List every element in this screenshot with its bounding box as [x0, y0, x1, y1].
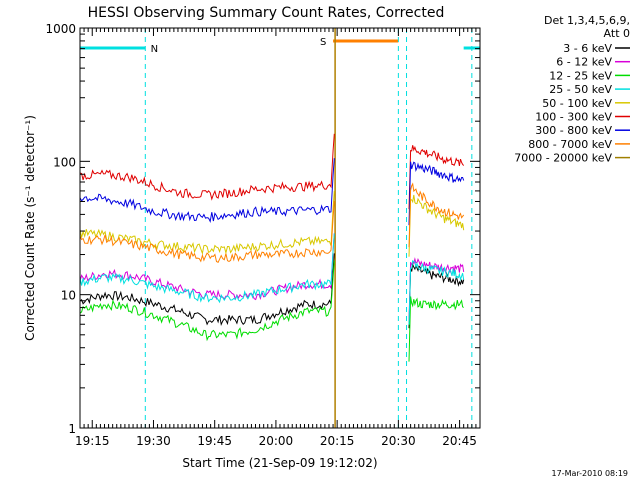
- legend-label: 300 - 800 keV: [535, 124, 612, 137]
- legend-header-2: Att 0: [604, 27, 630, 40]
- series-line-pre: [79, 253, 335, 327]
- legend-label: 100 - 300 keV: [535, 111, 612, 124]
- flag-label-s: S: [320, 37, 326, 48]
- y-axis: 1 10 100 1000: [45, 22, 480, 436]
- y-tick-label: 1000: [45, 22, 76, 36]
- x-tick-label: 19:15: [75, 434, 110, 448]
- legend-label: 25 - 50 keV: [549, 83, 612, 96]
- series-line-pre: [79, 133, 335, 201]
- series-line-post: [408, 145, 465, 210]
- legend-label: 3 - 6 keV: [563, 42, 612, 55]
- y-tick-label: 100: [53, 155, 76, 169]
- x-tick-label: 19:45: [197, 434, 232, 448]
- x-tick-label: 19:30: [136, 434, 171, 448]
- y-tick-label: 10: [61, 289, 76, 303]
- y-axis-label: Corrected Count Rate (s⁻¹ detector⁻¹): [23, 115, 37, 341]
- series-line-pre: [79, 233, 335, 304]
- series-line-post: [408, 194, 465, 257]
- series-line-pre: [79, 190, 335, 256]
- x-tick-label: 20:30: [381, 434, 416, 448]
- series-line-post: [408, 260, 465, 325]
- legend-label: 800 - 7000 keV: [528, 138, 612, 151]
- flag-label-n: N: [151, 44, 158, 55]
- series-line-post: [408, 182, 465, 248]
- plot-frame: [79, 27, 481, 429]
- series-line-pre: [79, 260, 335, 342]
- x-axis-label: Start Time (21-Sep-09 19:12:02): [182, 456, 377, 470]
- legend-label: 50 - 100 keV: [542, 97, 612, 110]
- legend-label: 6 - 12 keV: [556, 56, 612, 69]
- legend-header-1: Det 1,3,4,5,6,9,: [544, 14, 630, 27]
- footer-timestamp: 17-Mar-2010 08:19: [552, 469, 629, 478]
- series-line-pre: [79, 158, 335, 224]
- x-axis: 19:15 19:30 19:45 20:00 20:15 20:30 20:45: [75, 28, 481, 448]
- chart-title: HESSI Observing Summary Count Rates, Cor…: [88, 5, 445, 21]
- x-tick-label: 20:45: [442, 434, 477, 448]
- x-tick-label: 20:15: [320, 434, 355, 448]
- y-tick-label: 1: [68, 422, 76, 436]
- legend-label: 7000 - 20000 keV: [514, 152, 612, 165]
- x-tick-label: 20:00: [259, 434, 294, 448]
- legend-label: 12 - 25 keV: [549, 69, 612, 82]
- plot-area: NS: [79, 28, 480, 428]
- series-line-pre: [79, 200, 335, 263]
- series-line-post: [408, 296, 464, 362]
- series-line-post: [408, 161, 465, 226]
- series-line-pre: [79, 233, 335, 301]
